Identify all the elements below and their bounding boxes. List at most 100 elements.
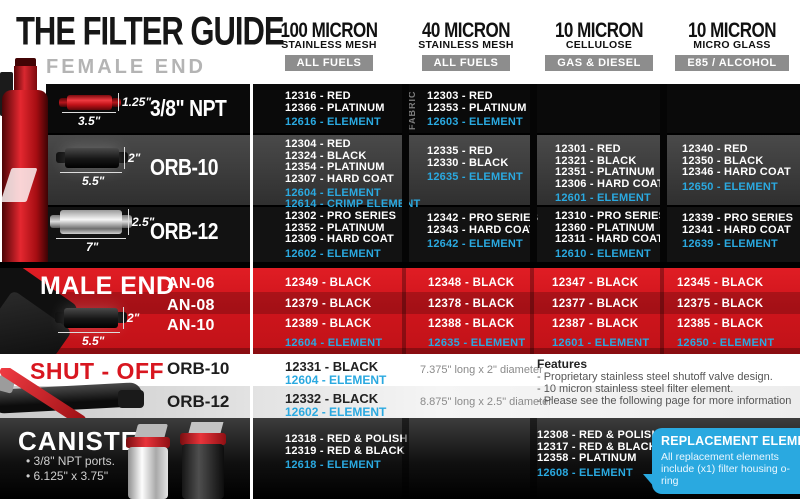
dimension-label-height: 2.5" — [132, 215, 155, 229]
cell-canister-10micron-cellulose: 12308 - RED & POLISH 12317 - RED & BLACK 1… — [537, 429, 682, 479]
size-spec: 7.375" long x 2" diameter — [420, 364, 543, 376]
element-number: 12635 - ELEMENT — [428, 337, 526, 349]
row-band-npt — [46, 84, 800, 134]
spec-bullet: • 6.125" x 3.75" — [26, 469, 109, 483]
part-number: 12353 - PLATINUM — [427, 101, 527, 114]
dimension-label-height: 1.25" — [122, 95, 152, 109]
element-number: 12603 - ELEMENT — [427, 116, 523, 128]
element-number: 12604 - ELEMENT — [285, 373, 387, 387]
part-number: 12377 - BLACK — [552, 298, 639, 310]
canister-silver — [128, 447, 168, 499]
part-number: 12360 - PLATINUM — [555, 221, 655, 234]
column-separator — [660, 84, 667, 262]
part-number: 12307 - HARD COAT — [285, 172, 394, 185]
part-number: 12316 - RED — [285, 90, 351, 102]
fuel-badge: E85 / ALCOHOL — [675, 55, 789, 71]
element-number: 12602 - ELEMENT — [285, 405, 387, 419]
column-header-10-micron-cellulose: 10 MICRON CELLULOSE GAS & DIESEL — [524, 18, 674, 71]
shutoff-valve-photo — [0, 368, 150, 418]
row-divider — [46, 205, 800, 207]
feature-item: - 10 micron stainless steel filter eleme… — [537, 383, 734, 395]
section-label-female-end: FEMALE END — [46, 56, 206, 78]
cell-orb10-10micron-cellulose: 12301 - RED 12321 - BLACK 12351 - PLATINUM… — [555, 143, 700, 204]
cell-orb10-10micron-microglass: 12340 - RED 12350 - BLACK 12346 - HARD COA… — [682, 143, 800, 193]
part-number: 12385 - BLACK — [677, 318, 764, 330]
part-number: 12301 - RED — [555, 143, 621, 155]
label-column-separator — [250, 84, 253, 499]
part-number: 12317 - RED & BLACK — [537, 440, 657, 453]
row-label-npt: 3/8" NPT — [150, 96, 227, 122]
column-separator — [530, 84, 537, 262]
part-number: 12348 - BLACK — [428, 277, 515, 289]
part-number: 12379 - BLACK — [285, 298, 372, 310]
part-number: 12324 - BLACK — [285, 149, 367, 162]
column-header-10-micron-microglass: 10 MICRON MICRO GLASS E85 / ALCOHOL — [657, 18, 800, 71]
fuel-badge: ALL FUELS — [421, 55, 511, 71]
element-number: 12639 - ELEMENT — [682, 238, 778, 250]
part-number: 12345 - BLACK — [677, 277, 764, 289]
part-number: 12343 - HARD COAT — [427, 223, 536, 236]
part-number: 12335 - RED — [427, 145, 493, 157]
fuel-badge: ALL FUELS — [284, 55, 374, 71]
part-number: 12352 - PLATINUM — [285, 221, 385, 234]
part-number: 12342 - PRO SERIES — [427, 212, 539, 224]
part-number: 12346 - HARD COAT — [682, 166, 791, 178]
male-end-top-bar — [0, 262, 800, 268]
part-number: 12319 - RED & BLACK — [285, 444, 405, 457]
element-number: 12604 - ELEMENT — [285, 337, 383, 349]
male-end-band — [0, 268, 800, 354]
part-number: 12388 - BLACK — [428, 318, 515, 330]
cell-orb12-10micron-microglass: 12339 - PRO SERIES 12341 - HARD COAT 1263… — [682, 212, 800, 250]
callout-body: All replacement elements include (x1) fi… — [661, 451, 790, 487]
part-number: 12303 - RED — [427, 90, 493, 102]
column-separator — [530, 418, 537, 499]
part-number: 12339 - PRO SERIES — [682, 212, 794, 224]
part-number: 12351 - PLATINUM — [555, 166, 655, 178]
part-number: 12304 - RED — [285, 138, 351, 150]
spec-bullet: • 3/8" NPT ports. — [26, 454, 115, 468]
row-label-orb12: ORB-12 — [150, 219, 219, 245]
part-number: 12310 - PRO SERIES — [555, 210, 667, 222]
dimension-label-width: 5.5" — [82, 334, 105, 348]
element-number: 12635 - ELEMENT — [427, 171, 523, 183]
size-spec: 8.875" long x 2.5" diameter — [420, 396, 552, 408]
part-number: 12318 - RED & POLISH — [285, 433, 408, 445]
part-number: 12330 - BLACK — [427, 156, 509, 169]
cell-orb10-100micron: 12304 - RED 12324 - BLACK 12354 - PLATINUM… — [285, 138, 430, 210]
canister-black — [182, 444, 224, 499]
red-filter-photo — [0, 58, 50, 262]
canister-photos — [118, 422, 243, 499]
element-number: 12650 - ELEMENT — [682, 180, 778, 193]
dimension-label-width: 3.5" — [78, 114, 101, 128]
row-label-an10: AN-10 — [167, 317, 215, 334]
column-separator — [660, 268, 664, 354]
male-end-bottom-strip — [0, 348, 800, 354]
part-number: 12366 - PLATINUM — [285, 101, 385, 114]
cell-orb12-40micron: 12342 - PRO SERIES 12343 - HARD COAT 1264… — [427, 212, 572, 250]
element-number: 12642 - ELEMENT — [427, 238, 523, 250]
column-separator — [402, 418, 409, 499]
cell-orb12-10micron-cellulose: 12310 - PRO SERIES 12360 - PLATINUM 12311 … — [555, 210, 700, 260]
features-title: Features — [537, 357, 588, 371]
part-number: 12389 - BLACK — [285, 318, 372, 330]
column-separator — [530, 268, 534, 354]
element-number: 12618 - ELEMENT — [285, 459, 381, 471]
part-number: 12340 - RED — [682, 143, 748, 155]
element-number: 12602 - ELEMENT — [285, 247, 381, 260]
part-number: 12354 - PLATINUM — [285, 161, 385, 173]
row-band-orb12 — [46, 206, 800, 262]
cell-orb12-100micron: 12302 - PRO SERIES 12352 - PLATINUM 12309 … — [285, 210, 430, 260]
cell-orb10-40micron: 12335 - RED 12330 - BLACK 12635 - ELEMENT — [427, 145, 572, 183]
part-number: 12358 - PLATINUM — [537, 452, 637, 464]
element-number: 12616 - ELEMENT — [285, 116, 381, 128]
part-number: 12311 - HARD COAT — [555, 233, 664, 245]
row-divider — [46, 133, 800, 135]
part-number: 12350 - BLACK — [682, 154, 764, 167]
cell-npt-40micron: 12303 - RED 12353 - PLATINUM 12603 - ELEM… — [427, 90, 572, 128]
dimension-label-height: 2" — [127, 311, 140, 325]
dimension-label-height: 2" — [128, 151, 141, 165]
feature-item: - Please see the following page for more… — [537, 395, 792, 407]
element-number: 12650 - ELEMENT — [677, 337, 775, 349]
column-separator — [402, 84, 409, 262]
